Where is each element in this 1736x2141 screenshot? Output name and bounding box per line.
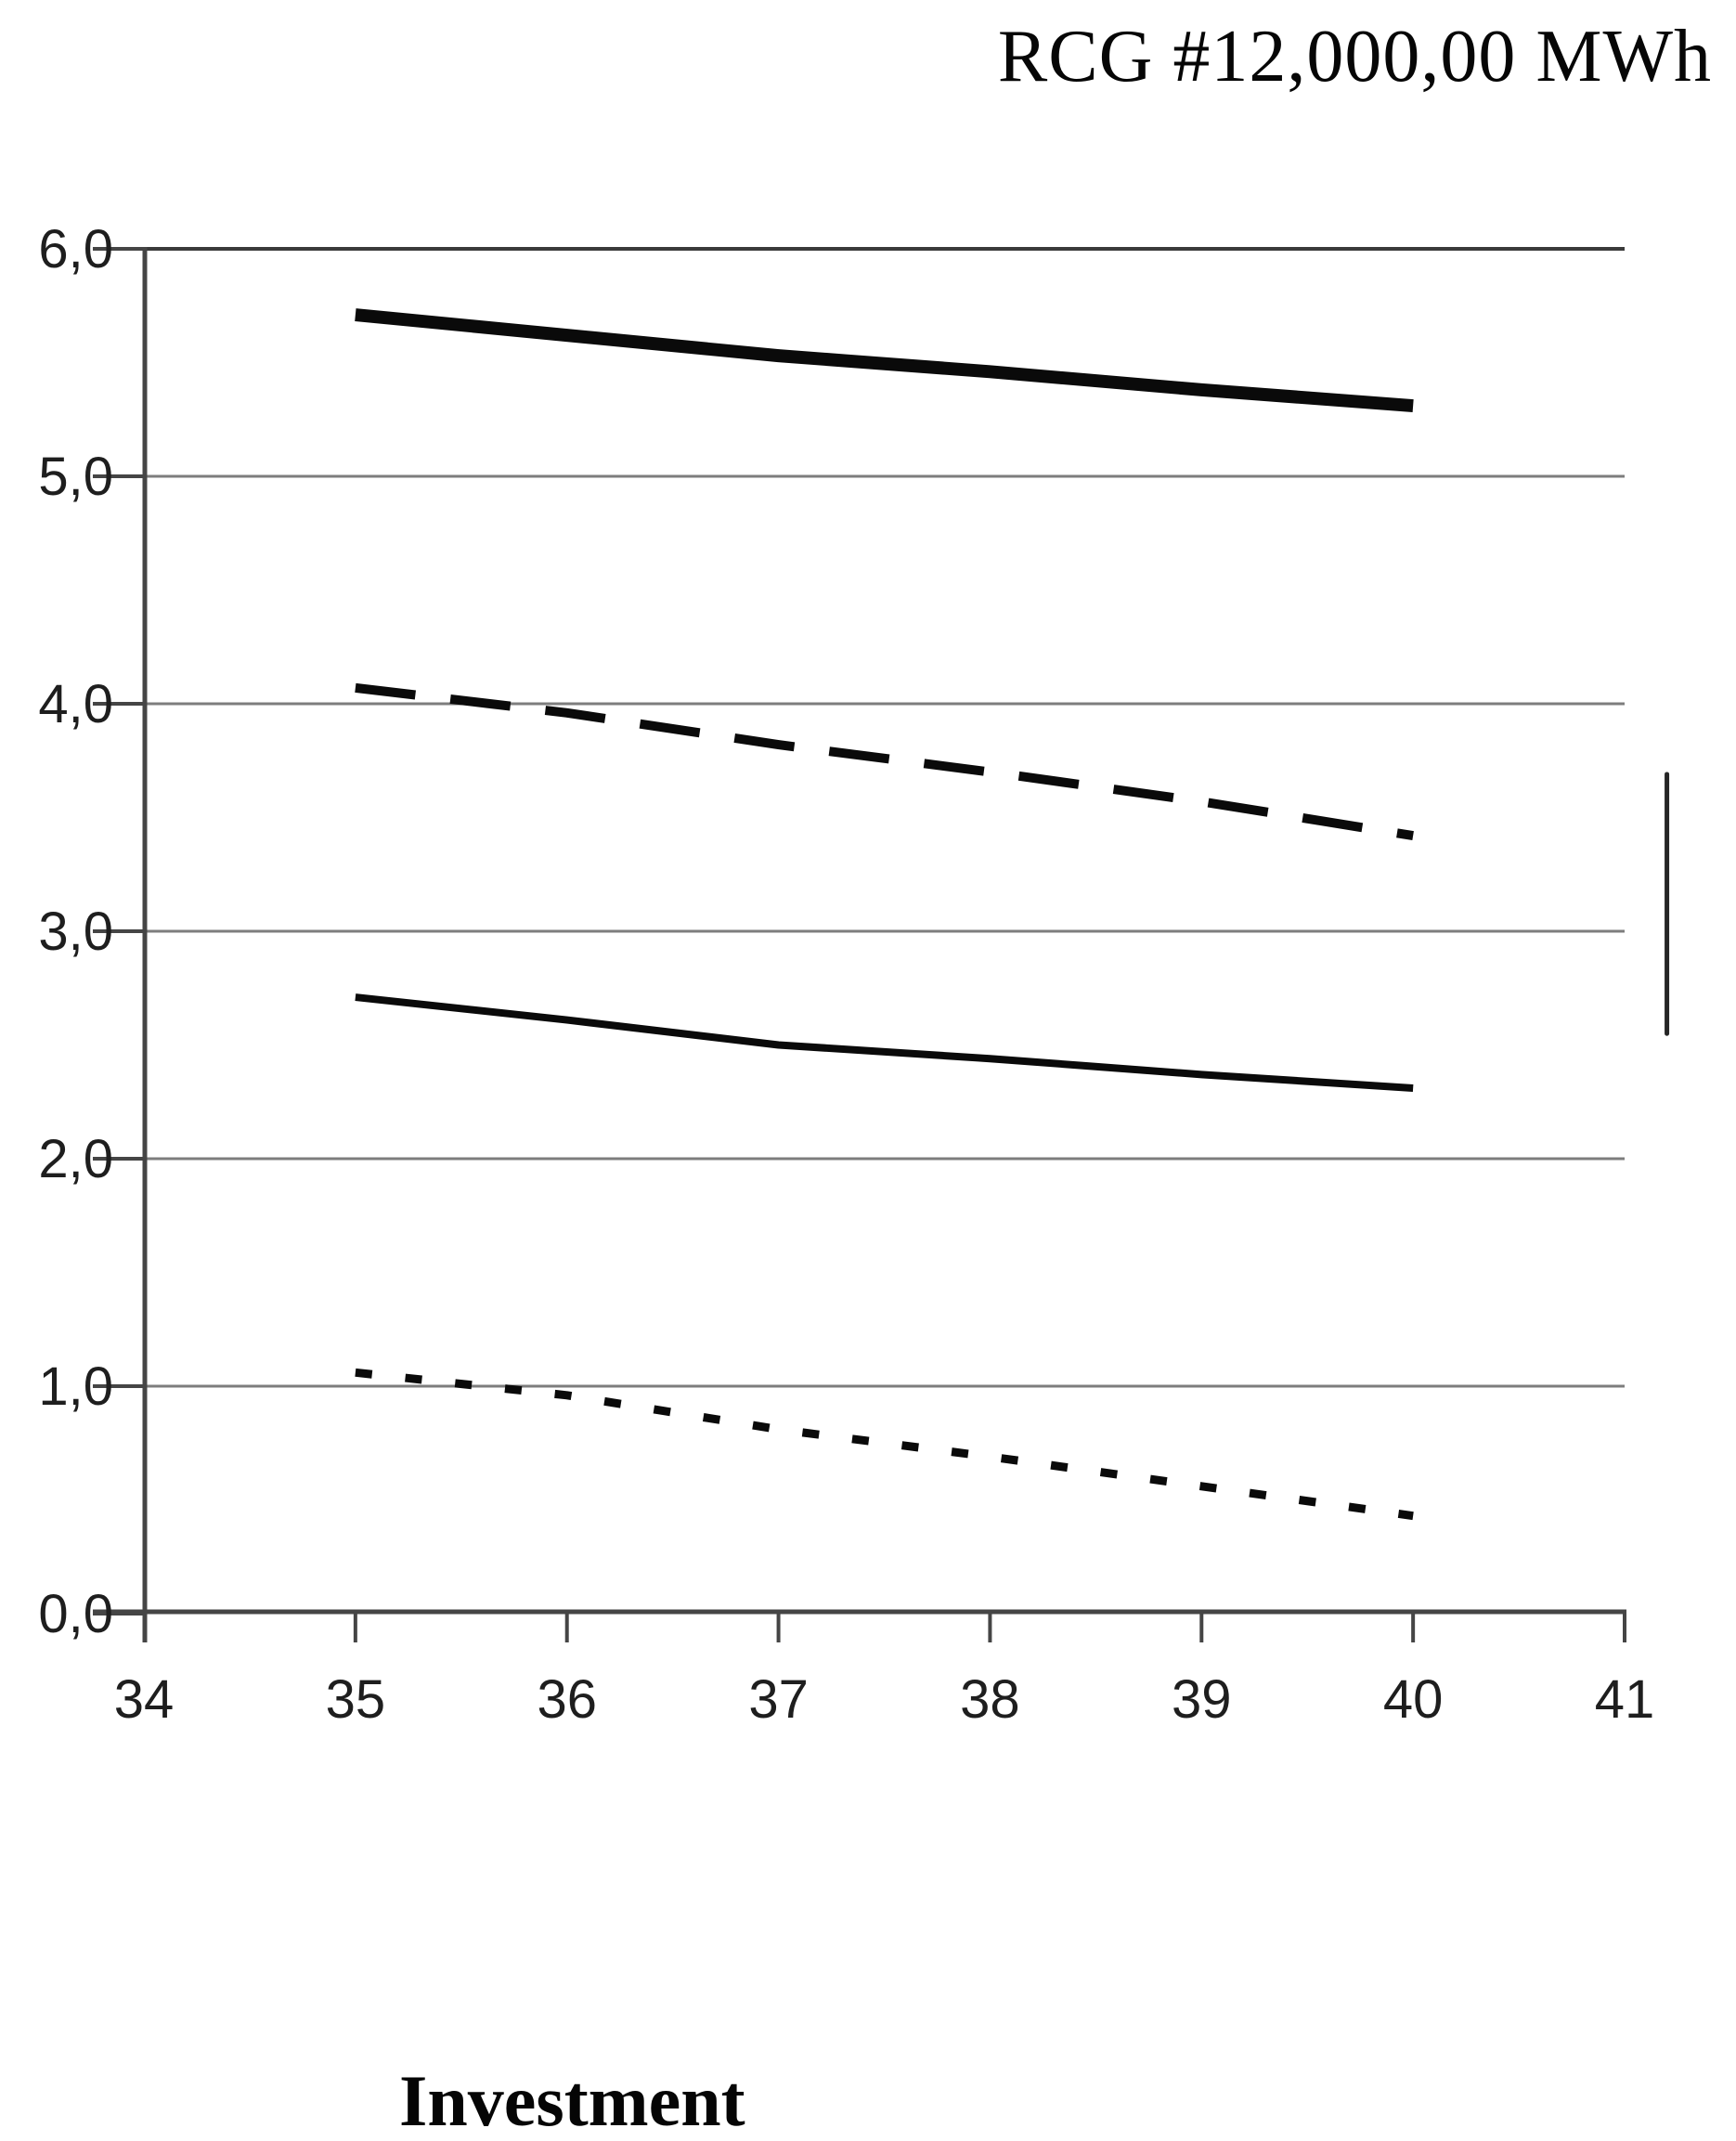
y-tick-label: 5,0 — [38, 447, 113, 507]
x-tick-label: 38 — [960, 1669, 1020, 1730]
line-dotted — [355, 1368, 1414, 1521]
x-tick-label: 41 — [1595, 1669, 1655, 1730]
y-tick-label: 6,0 — [38, 219, 113, 279]
x-axis-title: Investment — [399, 2060, 745, 2141]
line-long-dash — [355, 682, 1414, 841]
x-tick-label: 35 — [326, 1669, 386, 1730]
line-thick-solid — [355, 308, 1414, 413]
y-tick-label: 4,0 — [38, 674, 113, 734]
y-tick-label: 0,0 — [38, 1584, 113, 1644]
y-tick-label: 1,0 — [38, 1356, 113, 1417]
x-tick-label: 36 — [537, 1669, 597, 1730]
y-tick-label: 3,0 — [38, 902, 113, 962]
y-tick-label: 2,0 — [38, 1129, 113, 1189]
x-tick-label: 34 — [114, 1669, 175, 1730]
line-thin-solid — [355, 993, 1414, 1093]
x-tick-label: 37 — [748, 1669, 809, 1730]
x-tick-label: 40 — [1383, 1669, 1444, 1730]
x-tick-label: 39 — [1172, 1669, 1232, 1730]
chart-title: RCG #12,000,00 MWh — [997, 16, 1712, 97]
